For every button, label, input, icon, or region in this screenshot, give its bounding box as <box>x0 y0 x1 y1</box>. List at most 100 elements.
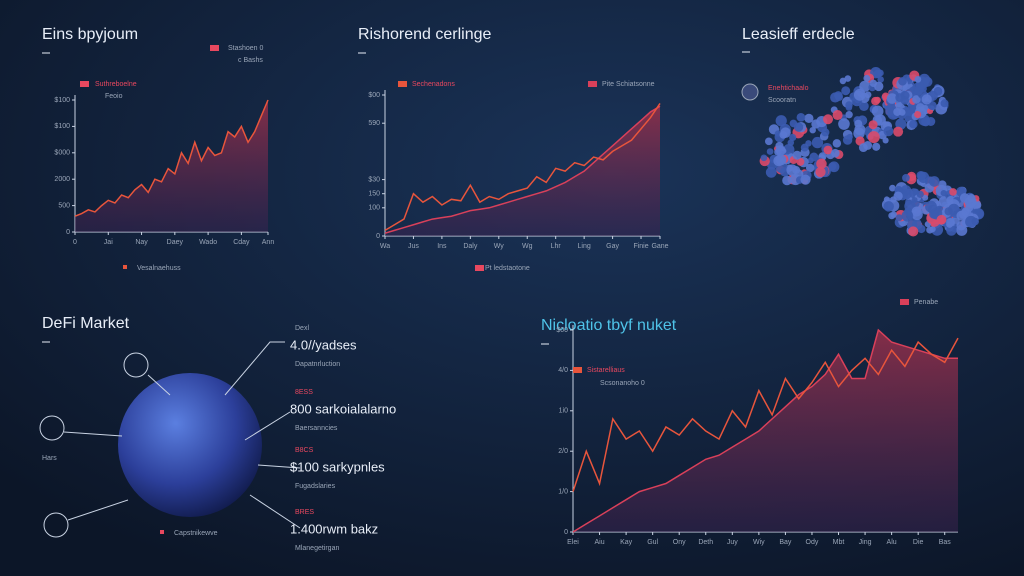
atom <box>912 95 921 104</box>
x-tick-label: Mbt <box>833 539 845 546</box>
x-tick-label: Wy <box>494 243 505 250</box>
atom <box>845 110 853 119</box>
item-caption: Baersanncies <box>295 425 338 432</box>
panel-title: DeFi Market <box>42 315 130 332</box>
atom <box>956 210 967 221</box>
atom <box>925 200 937 213</box>
item-tag: Dexl <box>295 325 309 332</box>
atom <box>863 74 871 82</box>
atom <box>823 145 833 155</box>
x-tick-label: Alu <box>887 539 897 546</box>
atom <box>839 77 847 85</box>
atom <box>926 226 934 234</box>
label: Capstnikewve <box>174 530 218 537</box>
x-tick-label: Cday <box>233 239 250 246</box>
atom <box>760 154 768 162</box>
legend-swatch <box>160 530 164 534</box>
note-swatch <box>475 265 484 271</box>
chart-title: Eins bpyjoum <box>42 26 138 43</box>
atom <box>867 131 880 144</box>
note: Suthreboelne <box>95 81 137 88</box>
x-tick-label: Juy <box>727 539 738 546</box>
note: Feoio <box>105 93 123 100</box>
y-tick-label: $000 <box>54 150 70 157</box>
atom <box>873 69 883 79</box>
atom <box>816 158 827 170</box>
x-tick-label: Lhr <box>551 243 562 250</box>
note-swatch <box>80 81 89 87</box>
item-value: $100 sarkypnles <box>290 459 385 474</box>
chart-title: Rishorend cerlinge <box>358 26 492 43</box>
y-tick-label: 2000 <box>54 176 70 183</box>
atom <box>821 128 830 137</box>
atom <box>834 91 843 100</box>
x-tick-label: Daey <box>167 239 184 246</box>
y-tick-label: 590 <box>368 120 380 127</box>
atom <box>853 127 865 139</box>
x-tick-label: Ony <box>673 539 686 546</box>
atom <box>838 118 850 130</box>
globe <box>118 373 262 517</box>
atom <box>792 150 802 160</box>
atom <box>809 126 816 134</box>
atom <box>823 114 834 125</box>
y-tick-label: $100 <box>54 97 70 104</box>
icon <box>741 83 759 101</box>
y-tick-label: 0 <box>66 229 70 236</box>
x-tick-label: Wado <box>199 239 217 246</box>
atom <box>775 115 787 127</box>
atom <box>893 126 904 137</box>
atom <box>940 99 949 108</box>
area <box>75 100 268 232</box>
atom <box>774 148 782 156</box>
atom <box>830 148 840 158</box>
y-tick-label: 4/0 <box>558 367 568 374</box>
atom <box>944 207 953 216</box>
atom <box>946 221 953 228</box>
atom <box>764 137 773 146</box>
x-tick-label: Ins <box>437 243 447 250</box>
panel-title: Leasieff erdecle <box>742 26 855 43</box>
icon <box>39 415 65 441</box>
atom <box>845 104 853 111</box>
y-tick-label: $100 <box>54 123 70 130</box>
y-tick-label: 1i0 <box>559 408 568 415</box>
legend-label: Vesalnaehuss <box>137 265 181 272</box>
area <box>385 106 660 236</box>
y-tick-label: $00 <box>368 92 380 99</box>
connector <box>63 341 301 529</box>
atom <box>911 206 922 217</box>
legend-label: Penabe <box>914 299 938 306</box>
x-tick-label: Jai <box>104 239 113 246</box>
x-tick-label: Nay <box>135 239 148 246</box>
atom <box>938 218 945 225</box>
note: Scsonanoho 0 <box>600 380 645 387</box>
atom <box>926 117 936 126</box>
atom <box>841 86 851 96</box>
atom <box>916 190 924 198</box>
atom <box>909 119 918 129</box>
atom <box>922 194 929 201</box>
atom <box>917 171 926 181</box>
atom <box>889 184 896 192</box>
molecule-image <box>759 67 985 237</box>
atom <box>804 113 814 124</box>
y-tick-label: 1/0 <box>558 488 568 495</box>
atom <box>868 120 878 130</box>
atom <box>832 109 843 121</box>
item-tag: BRES <box>295 509 314 516</box>
atom <box>828 161 840 173</box>
atom <box>871 105 884 118</box>
atom <box>855 136 865 146</box>
atom <box>800 174 811 185</box>
item-caption: Fugadslaries <box>295 483 336 490</box>
y-tick-label: 500 <box>58 202 70 209</box>
atom <box>786 164 798 176</box>
atom <box>882 137 889 144</box>
item-value: 800 sarkoialalarno <box>290 401 396 416</box>
atom <box>886 93 898 104</box>
atom <box>911 197 918 204</box>
atom <box>805 163 815 173</box>
